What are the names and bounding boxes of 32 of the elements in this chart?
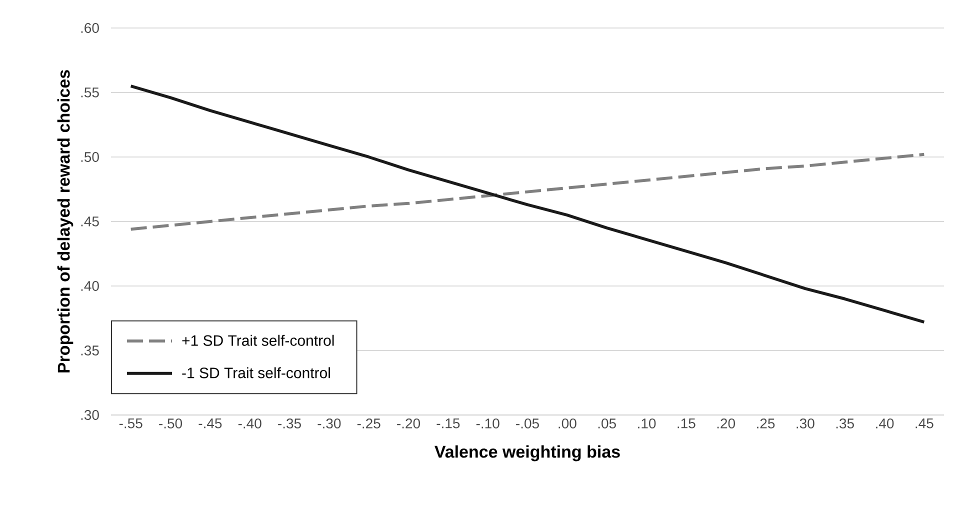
y-tick-label: .45 <box>81 216 99 226</box>
x-tick-label: -.30 <box>318 418 341 428</box>
x-tick-label: .40 <box>876 418 894 428</box>
legend-label: -1 SD Trait self-control <box>182 367 330 378</box>
x-tick-label: -.50 <box>159 418 182 428</box>
x-tick-label: -.10 <box>476 418 500 428</box>
x-tick-label: -.55 <box>119 418 142 428</box>
x-tick-label: .45 <box>916 418 934 428</box>
x-tick-label: -.45 <box>198 418 222 428</box>
y-tick-label: .60 <box>81 23 99 33</box>
x-axis-title: Valence weighting bias <box>434 445 620 462</box>
x-tick-label: .25 <box>757 418 775 428</box>
x-tick-label: -.35 <box>278 418 301 428</box>
x-tick-label: -.15 <box>436 418 460 428</box>
y-tick-label: .40 <box>81 281 99 291</box>
y-tick-label: .30 <box>81 410 99 420</box>
x-tick-label: -.25 <box>357 418 380 428</box>
x-tick-label: -.05 <box>516 418 539 428</box>
x-tick-label: .15 <box>678 418 696 428</box>
y-tick-label: .35 <box>81 346 99 356</box>
x-tick-label: .30 <box>796 418 814 428</box>
legend-label: +1 SD Trait self-control <box>182 334 334 346</box>
x-tick-label: -.40 <box>238 418 262 428</box>
x-tick-label: .00 <box>558 418 576 428</box>
x-tick-label: .10 <box>638 418 656 428</box>
x-tick-label: .35 <box>836 418 854 428</box>
y-axis-title: Proportion of delayed reward choices <box>57 70 74 372</box>
x-tick-label: .20 <box>717 418 736 428</box>
y-tick-label: .50 <box>81 152 99 162</box>
x-tick-label: -.20 <box>397 418 420 428</box>
y-tick-label: .55 <box>81 88 99 98</box>
x-tick-label: .05 <box>598 418 616 428</box>
